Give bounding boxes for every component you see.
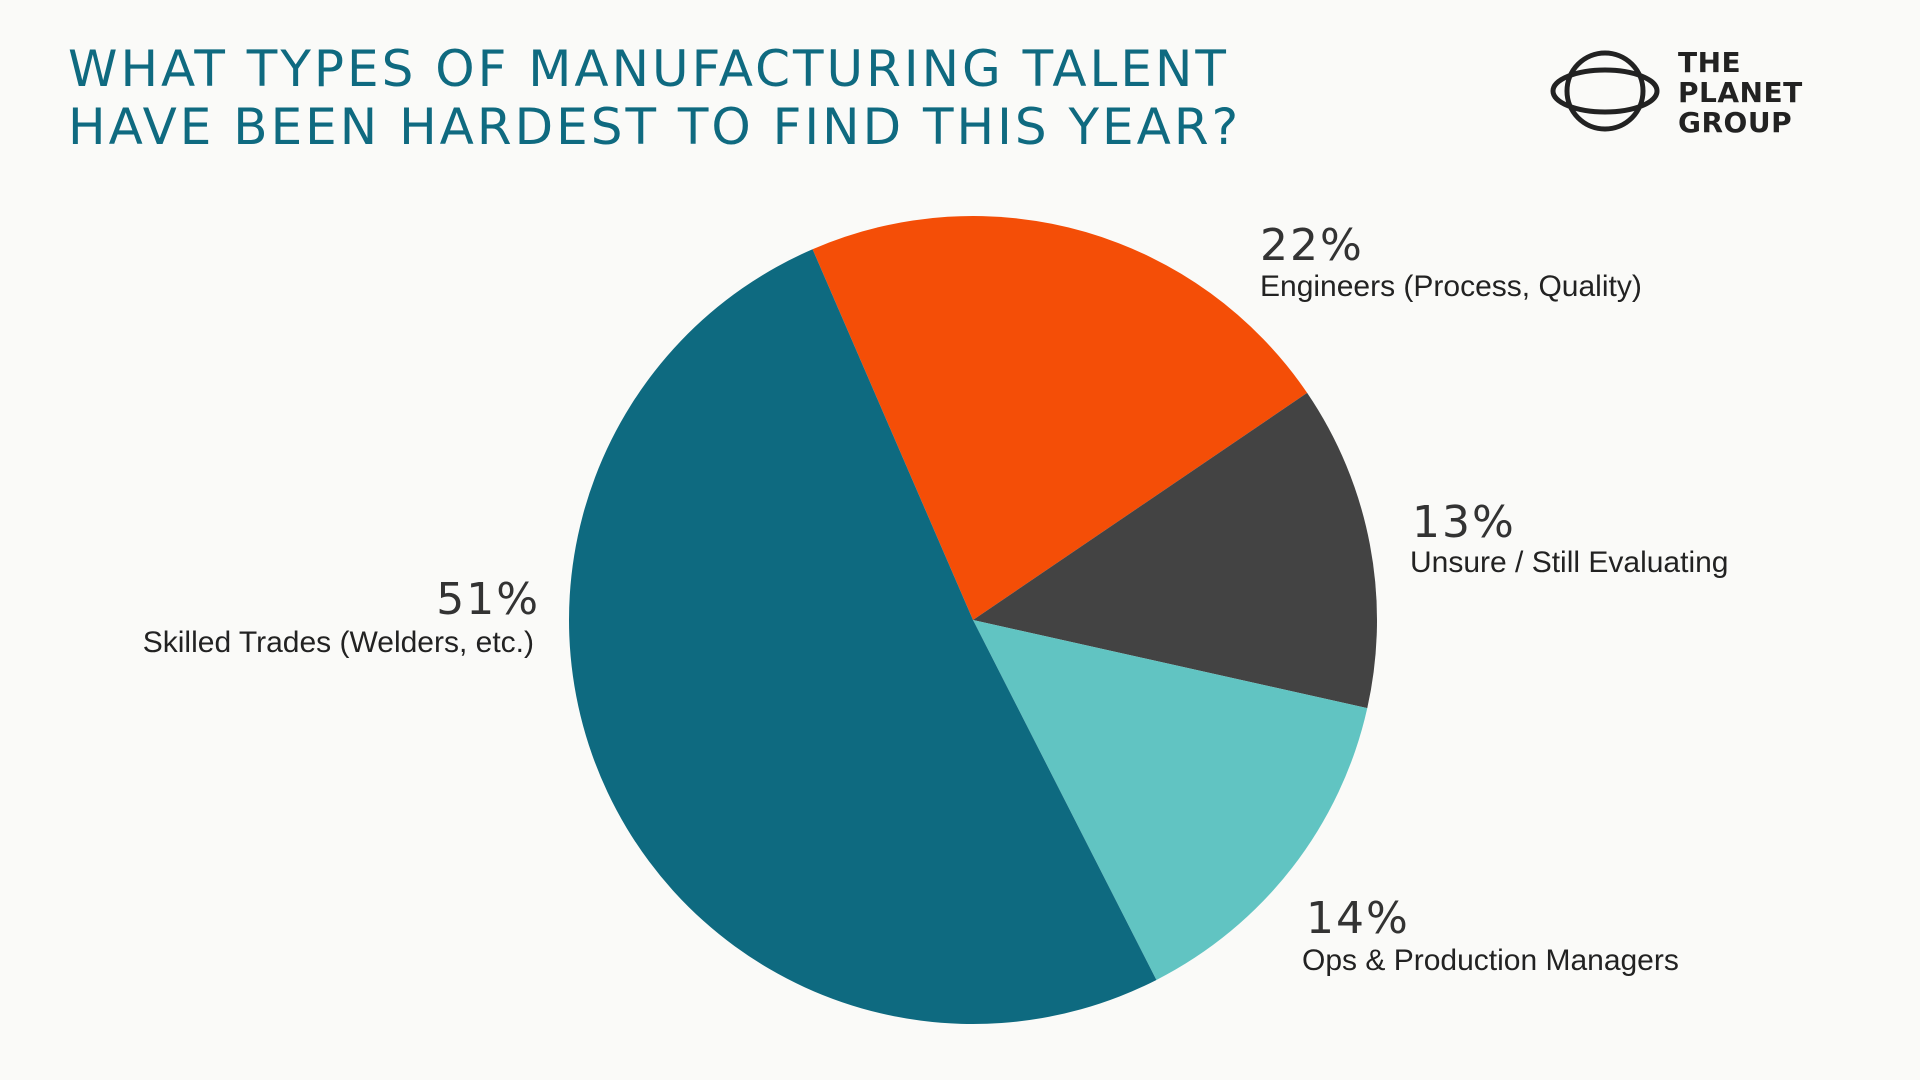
pie-labels: 22% Engineers (Process, Quality) 13% Uns… <box>143 220 1729 977</box>
brand-logo: THE PLANET GROUP <box>1550 46 1850 138</box>
pie-slice-unsure <box>973 392 1377 709</box>
pie-slice-ops <box>973 620 1368 980</box>
label-engineers-category: Engineers (Process, Quality) <box>1260 270 1642 303</box>
chart-title-line-2: HAVE BEEN HARDEST TO FIND THIS YEAR? <box>68 98 1242 156</box>
label-unsure-category: Unsure / Still Evaluating <box>1410 546 1729 579</box>
label-trades-category: Skilled Trades (Welders, etc.) <box>143 626 534 659</box>
label-unsure-value: 13% <box>1412 497 1516 548</box>
label-engineers-value: 22% <box>1260 220 1364 271</box>
label-ops-value: 14% <box>1306 893 1410 944</box>
label-ops-category: Ops & Production Managers <box>1302 944 1679 977</box>
brand-name-line-3: GROUP <box>1678 106 1793 139</box>
pie-slices <box>568 215 1377 1025</box>
brand-name-line-2: PLANET <box>1678 76 1803 109</box>
planet-logo-icon <box>1550 50 1660 132</box>
chart-title: WHAT TYPES OF MANUFACTURING TALENT HAVE … <box>68 40 1508 156</box>
chart-title-line-1: WHAT TYPES OF MANUFACTURING TALENT <box>68 40 1229 98</box>
label-trades-value: 51% <box>436 574 540 625</box>
brand-name: THE PLANET GROUP <box>1678 48 1803 138</box>
brand-name-line-1: THE <box>1678 46 1742 79</box>
pie-slice-engineers <box>812 215 1308 620</box>
pie-slice-trades <box>568 249 1157 1025</box>
